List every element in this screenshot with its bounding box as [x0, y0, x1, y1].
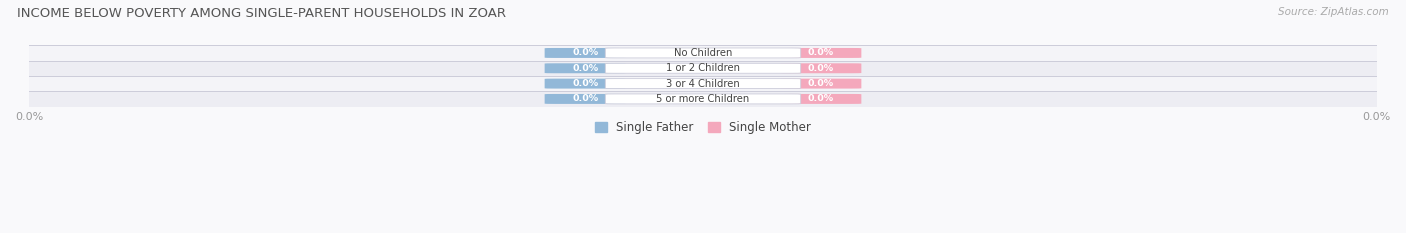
Text: 3 or 4 Children: 3 or 4 Children — [666, 79, 740, 89]
Text: 0.0%: 0.0% — [572, 48, 598, 58]
FancyBboxPatch shape — [780, 79, 862, 89]
FancyBboxPatch shape — [606, 63, 800, 73]
FancyBboxPatch shape — [606, 94, 800, 104]
Text: 0.0%: 0.0% — [808, 64, 834, 73]
Text: 0.0%: 0.0% — [572, 79, 598, 88]
Text: 0.0%: 0.0% — [572, 94, 598, 103]
FancyBboxPatch shape — [780, 94, 862, 104]
Text: 0.0%: 0.0% — [808, 48, 834, 58]
Text: 5 or more Children: 5 or more Children — [657, 94, 749, 104]
FancyBboxPatch shape — [780, 63, 862, 73]
FancyBboxPatch shape — [544, 94, 626, 104]
Bar — [30, 91, 1376, 106]
FancyBboxPatch shape — [606, 79, 800, 89]
FancyBboxPatch shape — [606, 48, 800, 58]
Text: 0.0%: 0.0% — [808, 94, 834, 103]
FancyBboxPatch shape — [544, 48, 626, 58]
Text: INCOME BELOW POVERTY AMONG SINGLE-PARENT HOUSEHOLDS IN ZOAR: INCOME BELOW POVERTY AMONG SINGLE-PARENT… — [17, 7, 506, 20]
Text: 0.0%: 0.0% — [572, 64, 598, 73]
Legend: Single Father, Single Mother: Single Father, Single Mother — [595, 121, 811, 134]
FancyBboxPatch shape — [544, 63, 626, 73]
Text: 1 or 2 Children: 1 or 2 Children — [666, 63, 740, 73]
FancyBboxPatch shape — [544, 79, 626, 89]
Bar — [30, 61, 1376, 76]
Text: Source: ZipAtlas.com: Source: ZipAtlas.com — [1278, 7, 1389, 17]
Text: 0.0%: 0.0% — [808, 79, 834, 88]
Text: No Children: No Children — [673, 48, 733, 58]
Bar — [30, 76, 1376, 91]
Bar — [30, 45, 1376, 61]
FancyBboxPatch shape — [780, 48, 862, 58]
